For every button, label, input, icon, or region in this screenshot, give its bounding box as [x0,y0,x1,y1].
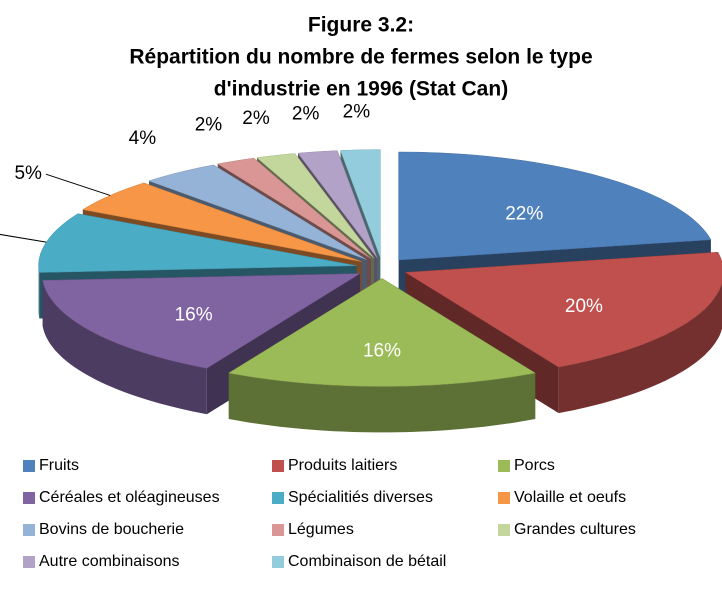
legend-label: Spécialitiés diverses [288,489,433,506]
data-label: 20% [565,296,603,317]
legend-swatch [272,492,284,504]
legend-swatch [23,556,35,568]
data-label: 4% [129,128,157,149]
data-label: 2% [242,108,270,129]
legend-swatch [272,556,284,568]
legend-label: Volaille et oeufs [514,489,626,506]
data-label: 5% [14,163,42,184]
data-label: 2% [292,103,320,124]
legend-label: Légumes [288,521,354,538]
legend-label: Combinaison de bétail [288,553,446,570]
slice-wall [42,280,207,415]
chart-title: Répartition du nombre de fermes selon le… [129,46,592,69]
chart-title: Figure 3.2: [308,14,414,37]
data-label: 2% [343,101,371,122]
slice [82,182,362,262]
data-label: 16% [363,340,401,361]
legend-swatch [498,492,510,504]
slice [404,251,722,368]
legend-swatch [23,460,35,472]
legend-swatch [272,460,284,472]
leader-line [45,173,111,196]
data-label: 16% [175,304,213,325]
legend-swatch [272,524,284,536]
legend-label: Produits laitiers [288,457,397,474]
legend-label: Autre combinaisons [39,553,180,570]
slice [216,157,372,259]
slice-wall [558,282,722,414]
slice [228,278,536,387]
slice [256,153,375,259]
legend-label: Bovins de boucherie [39,521,184,538]
slice-wall [38,265,40,319]
legend-label: Céréales et oléagineuses [39,489,220,506]
data-label: 2% [195,114,223,135]
slice-wall [228,373,536,433]
legend-swatch [498,524,510,536]
slice [297,150,378,258]
legend-label: Fruits [39,457,79,474]
legend-label: Grandes cultures [514,521,636,538]
legend-swatch [23,524,35,536]
slice [398,151,712,261]
slice [38,213,357,273]
legend-label: Porcs [514,457,555,474]
leader-line [0,233,47,243]
chart-title: d'industrie en 1996 (Stat Can) [214,78,508,101]
legend-swatch [498,460,510,472]
slice [340,149,381,258]
data-label: 22% [505,203,543,224]
legend-swatch [23,492,35,504]
slice [148,164,367,260]
slice [42,273,361,369]
